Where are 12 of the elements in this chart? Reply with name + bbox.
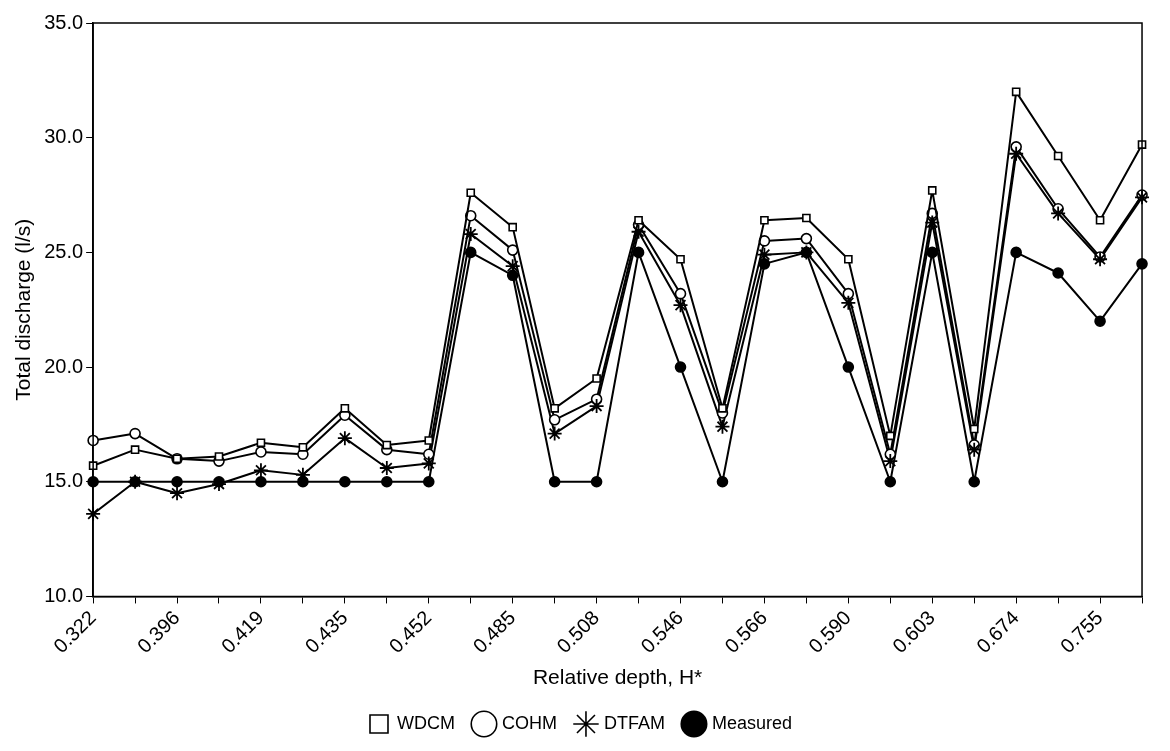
y-tick-label: 25.0	[44, 239, 84, 262]
legend-label: WDCM	[396, 712, 455, 733]
y-tick-label: 15.0	[44, 469, 84, 492]
y-tick-label: 30.0	[44, 125, 84, 148]
legend-label: Measured	[711, 712, 793, 733]
y-axis-title: Total discharge (l/s)	[11, 218, 35, 401]
x-axis-title: Relative depth, H*	[532, 665, 703, 689]
y-tick-label: 35.0	[44, 10, 84, 33]
y-tick-label: 10.0	[44, 583, 84, 606]
legend-label: COHM	[501, 712, 557, 733]
y-tick-label: 20.0	[44, 354, 84, 377]
legend-label: DTFAM	[603, 712, 665, 733]
